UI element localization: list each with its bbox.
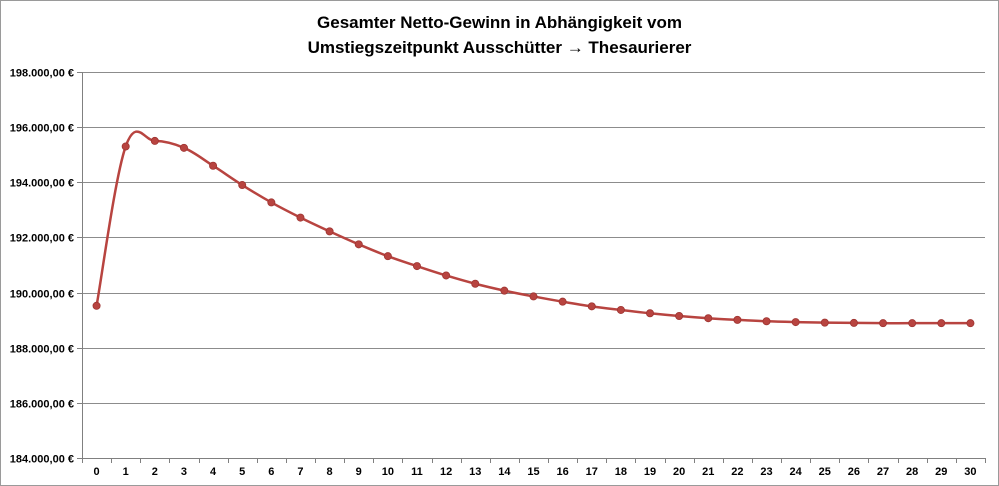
x-tick-label: 18	[615, 466, 627, 478]
x-tick-label: 9	[356, 466, 362, 478]
data-point	[267, 198, 276, 207]
data-point	[558, 297, 567, 306]
data-point	[500, 286, 509, 295]
data-point	[92, 301, 101, 310]
data-point	[820, 318, 829, 327]
x-tick-label: 4	[210, 466, 217, 478]
x-tick-label: 7	[297, 466, 303, 478]
x-tick-label: 2	[152, 466, 158, 478]
x-tick-label: 13	[469, 466, 481, 478]
data-point	[296, 213, 305, 222]
x-tick-label: 19	[644, 466, 656, 478]
y-tick-label: 198.000,00 €	[10, 68, 74, 80]
x-tick-label: 1	[123, 466, 129, 478]
data-point	[616, 305, 625, 314]
data-point	[121, 142, 130, 151]
x-tick-label: 23	[760, 466, 772, 478]
x-tick-label: 5	[239, 466, 245, 478]
x-tick-label: 12	[440, 466, 452, 478]
chart-title-line-2: Umstiegszeitpunkt Ausschütter → Thesauri…	[307, 38, 692, 57]
x-tick-label: 6	[268, 466, 274, 478]
x-tick-label: 0	[94, 466, 100, 478]
data-point	[238, 181, 247, 190]
data-point	[704, 314, 713, 323]
y-tick-labels: 184.000,00 € 186.000,00 € 188.000,00 € 190.…	[10, 68, 74, 466]
data-point	[733, 315, 742, 324]
axes	[77, 72, 986, 463]
data-point	[675, 312, 684, 321]
data-point	[849, 318, 858, 327]
y-tick-label: 190.000,00 €	[10, 289, 74, 301]
x-tick-label: 26	[848, 466, 860, 478]
x-tick-label: 16	[557, 466, 569, 478]
x-tick-label: 27	[877, 466, 889, 478]
x-tick-label: 25	[819, 466, 831, 478]
y-tick-label: 188.000,00 €	[10, 344, 74, 356]
data-point	[442, 271, 451, 280]
x-tick-label: 8	[327, 466, 333, 478]
data-point	[966, 319, 975, 328]
x-tick-label: 17	[586, 466, 598, 478]
x-tick-label: 15	[527, 466, 539, 478]
data-point	[150, 136, 159, 145]
series-layer	[92, 130, 975, 328]
data-point	[412, 262, 421, 271]
chart-title-line-1: Gesamter Netto-Gewinn in Abhängigkeit vo…	[317, 13, 682, 32]
x-tick-label: 30	[964, 466, 976, 478]
x-tick-label: 24	[790, 466, 803, 478]
y-tick-label: 192.000,00 €	[10, 233, 74, 245]
x-tick-label: 22	[731, 466, 743, 478]
y-tick-label: 196.000,00 €	[10, 123, 74, 135]
x-tick-label: 28	[906, 466, 918, 478]
grid-lines	[82, 72, 985, 404]
data-point	[471, 279, 480, 288]
y-tick-label: 194.000,00 €	[10, 178, 74, 190]
chart-title: Gesamter Netto-Gewinn in Abhängigkeit vo…	[0, 10, 999, 60]
x-tick-label: 10	[382, 466, 394, 478]
data-point	[383, 252, 392, 261]
data-point	[937, 319, 946, 328]
x-tick-label: 11	[411, 466, 423, 478]
x-tick-label: 14	[498, 466, 511, 478]
x-tick-labels: 0 1 2 3 4 5 6 7 8 9 10 11 12 13 14 15 16 17 18 19 20 21 22 23 24…	[94, 466, 977, 478]
data-point	[587, 302, 596, 311]
x-tick-label: 21	[702, 466, 714, 478]
x-tick-label: 3	[181, 466, 187, 478]
data-point	[325, 227, 334, 236]
data-point	[529, 292, 538, 301]
data-point	[762, 317, 771, 326]
data-point	[179, 143, 188, 152]
data-point	[879, 319, 888, 328]
y-tick-label: 184.000,00 €	[10, 454, 74, 466]
y-tick-label: 186.000,00 €	[10, 399, 74, 411]
data-point	[908, 319, 917, 328]
data-point	[791, 318, 800, 327]
data-point	[209, 161, 218, 170]
data-point	[646, 309, 655, 318]
x-tick-label: 20	[673, 466, 685, 478]
data-point	[354, 240, 363, 249]
x-tick-label: 29	[935, 466, 947, 478]
